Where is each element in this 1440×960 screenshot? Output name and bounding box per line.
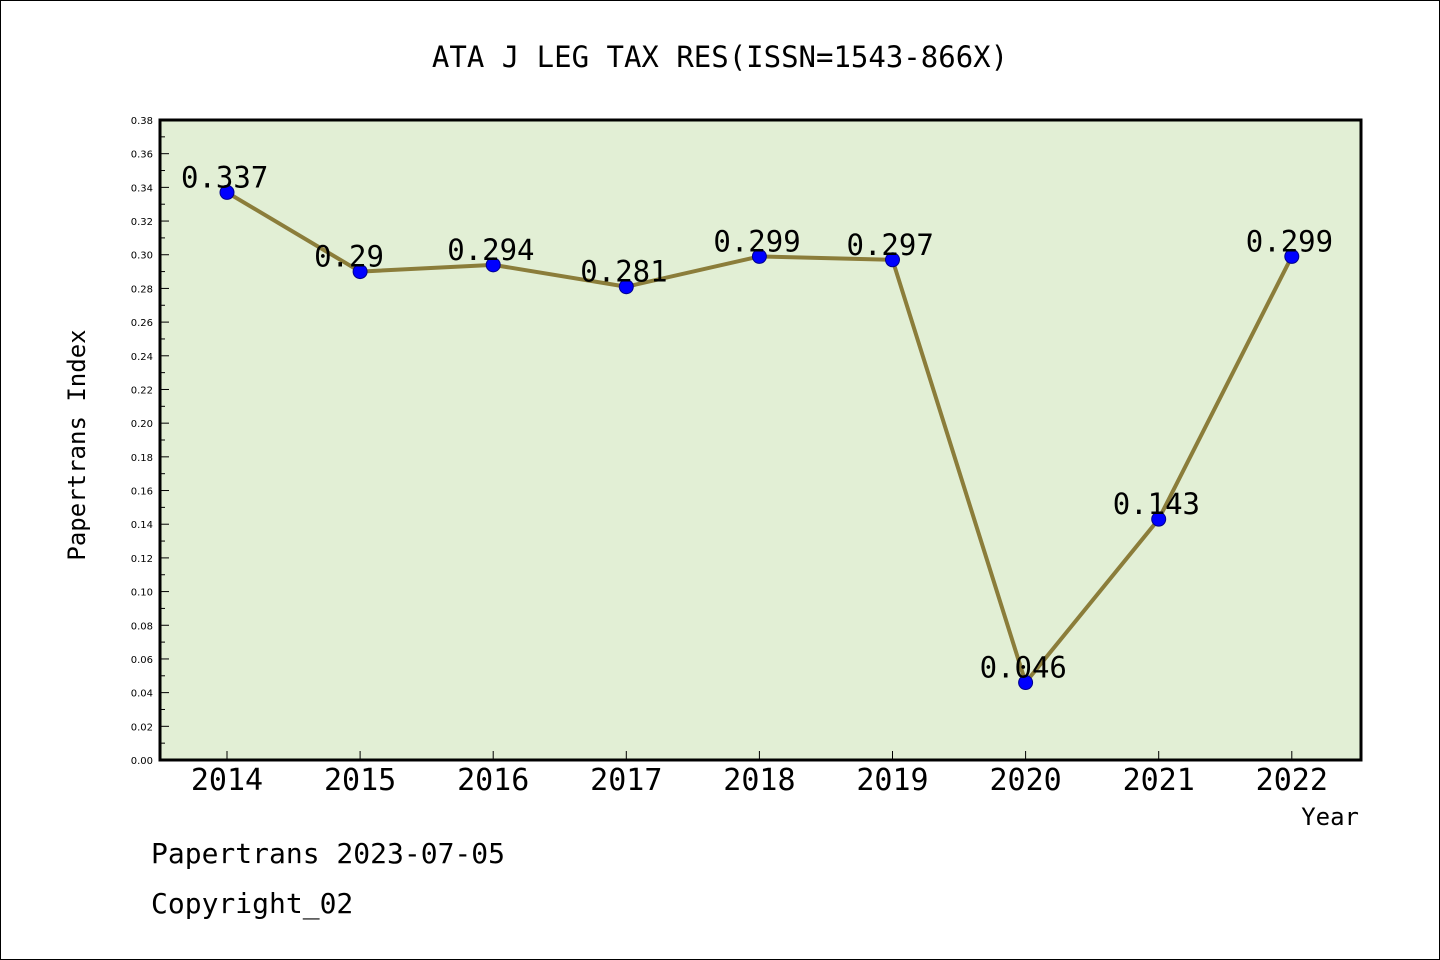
- x-tick-label: 2016: [457, 763, 529, 798]
- data-point-marker: [219, 184, 235, 200]
- data-label: 0.143: [1113, 487, 1200, 521]
- data-point-marker: [485, 257, 501, 273]
- y-tick-label: 0.06: [131, 655, 153, 666]
- x-axis-label: Year: [1301, 803, 1359, 831]
- x-tick-label: 2021: [1123, 763, 1195, 798]
- y-tick-label: 0.08: [131, 621, 153, 632]
- y-tick-label: 0.32: [131, 217, 153, 228]
- x-tick-label: 2017: [590, 763, 662, 798]
- y-tick-label: 0.22: [131, 385, 153, 396]
- y-tick-label: 0.34: [131, 183, 153, 194]
- y-tick-label: 0.20: [131, 419, 153, 430]
- y-tick-label: 0.26: [131, 318, 153, 329]
- x-tick-label: 2020: [989, 763, 1061, 798]
- y-tick-label: 0.02: [131, 722, 153, 733]
- y-tick-label: 0.36: [131, 150, 153, 161]
- y-tick-label: 0.38: [131, 116, 153, 127]
- x-tick-label: 2022: [1256, 763, 1328, 798]
- data-point-marker: [352, 264, 368, 280]
- data-label: 0.046: [980, 651, 1067, 685]
- data-label: 0.281: [580, 255, 667, 289]
- footer-date: Papertrans 2023-07-05: [151, 837, 506, 870]
- data-label: 0.29: [314, 240, 384, 274]
- x-tick-label: 2015: [324, 763, 396, 798]
- data-point-marker: [751, 248, 767, 264]
- y-tick-label: 0.28: [131, 284, 153, 295]
- y-tick-label: 0.14: [131, 520, 153, 531]
- data-point-marker: [1151, 511, 1167, 527]
- y-tick-label: 0.18: [131, 453, 153, 464]
- y-tick-label: 0.04: [131, 689, 153, 700]
- data-label: 0.294: [447, 233, 534, 267]
- y-tick-label: 0.24: [131, 352, 153, 363]
- data-point-marker: [618, 279, 634, 295]
- data-label: 0.299: [713, 224, 800, 258]
- x-tick-label: 2018: [723, 763, 795, 798]
- x-tick-label: 2019: [856, 763, 928, 798]
- plot-area: [160, 120, 1361, 760]
- y-tick-label: 0.00: [131, 756, 153, 767]
- x-tick-label: 2014: [191, 763, 263, 798]
- data-point-marker: [885, 252, 900, 268]
- y-tick-label: 0.10: [131, 588, 153, 599]
- y-tick-label: 0.30: [131, 251, 153, 262]
- chart-title: ATA J LEG TAX RES(ISSN=1543-866X): [432, 40, 1008, 74]
- data-point-marker: [1018, 675, 1034, 691]
- y-tick-label: 0.16: [131, 487, 153, 498]
- y-axis-label: Papertrans Index: [63, 329, 91, 560]
- data-label: 0.297: [847, 228, 934, 262]
- footer-copyright: Copyright_02: [151, 887, 354, 920]
- data-label: 0.299: [1246, 224, 1333, 258]
- data-label: 0.337: [181, 160, 268, 194]
- data-point-marker: [1284, 248, 1300, 264]
- y-tick-label: 0.12: [131, 554, 153, 565]
